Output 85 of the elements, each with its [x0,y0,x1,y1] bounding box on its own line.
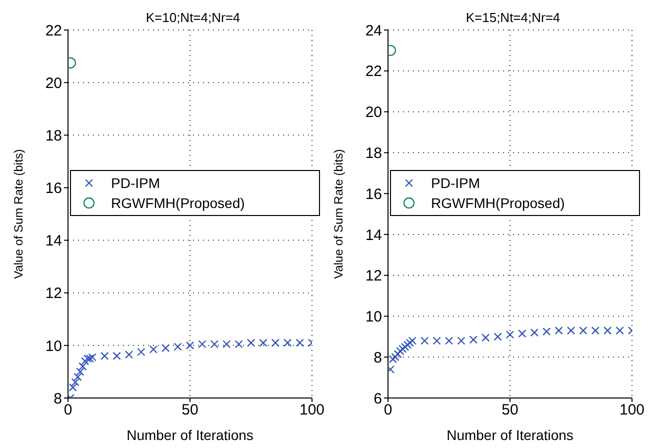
y-tick-label: 12 [45,285,62,302]
legend-label: RGWFMH(Proposed) [431,194,565,213]
point [396,346,404,356]
point [394,350,402,358]
legend-label: RGWFMH(Proposed) [111,194,245,213]
y-tick-label: 8 [54,390,62,408]
point [210,340,218,348]
point [74,372,82,382]
point [542,327,551,336]
point [388,355,397,364]
point [482,334,490,342]
y-tick-label: 16 [365,186,382,203]
legend-label: PD-IPM [111,174,160,193]
y-tick-label: 14 [45,232,62,250]
legend-label: PD-IPM [431,174,480,193]
y-tick-label: 18 [365,144,382,162]
point [420,336,429,345]
point [174,342,182,351]
y-tick-label: 20 [365,104,382,122]
point [234,340,243,348]
point [579,326,588,335]
y-tick-label: 24 [365,22,382,40]
point [76,368,84,376]
y-tick-label: 18 [45,127,62,144]
point [403,340,412,349]
point [68,383,77,392]
chart-title: K=10;Nt=4;Nr=4 [144,10,242,25]
chart-title: K=15;Nt=4;Nr=4 [464,10,562,25]
point [246,338,256,347]
y-axis-title: Value of Sum Rate (bits) [331,149,346,279]
y-tick-label: 12 [365,268,382,285]
y-tick-label: 10 [365,308,382,326]
x-tick-label: 0 [384,402,392,419]
x-tick-label: 50 [502,402,518,419]
x-axis-title: Number of Iterations [126,427,254,443]
point [86,354,94,363]
y-axis-title: Value of Sum Rate (bits) [11,149,26,279]
point [296,338,304,347]
point [406,338,414,347]
point [444,336,454,345]
point [616,326,624,335]
point [198,340,206,348]
x-axis-title: Number of Iterations [446,427,574,443]
point [137,348,146,356]
point [457,336,466,345]
point [432,336,441,345]
point [162,344,170,352]
point [506,330,514,339]
point [259,338,268,347]
y-tick-label: 20 [45,74,62,92]
point [604,326,612,335]
point [398,344,407,354]
point [149,345,158,354]
point [566,326,576,335]
point [400,342,410,351]
y-tick-label: 16 [45,180,62,198]
y-tick-label: 10 [45,338,62,355]
point [591,326,600,335]
point [112,352,121,360]
point [100,352,109,360]
point [469,336,478,344]
point [80,357,90,366]
point [124,350,134,359]
point [530,328,538,337]
y-tick-label: 14 [365,226,382,244]
point [271,338,280,347]
point [554,326,563,335]
point [494,332,502,341]
point [222,340,231,348]
point [518,330,526,338]
y-tick-label: 8 [374,349,382,366]
x-tick-label: 50 [182,402,198,419]
point [186,341,194,350]
point [78,362,87,371]
y-tick-label: 6 [374,390,382,408]
y-tick-label: 22 [45,22,62,40]
point [408,336,416,345]
x-tick-label: 100 [619,402,645,419]
y-tick-label: 22 [365,63,382,80]
point [71,378,80,386]
x-tick-label: 0 [64,402,72,419]
x-tick-label: 100 [299,402,325,419]
point [388,365,395,374]
point [284,338,292,347]
point [391,353,400,362]
